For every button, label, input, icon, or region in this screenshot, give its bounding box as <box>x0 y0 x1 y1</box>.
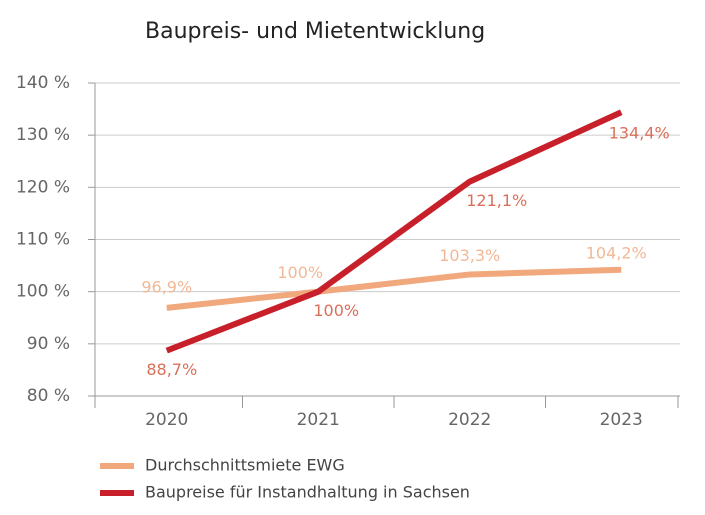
data-label: 103,3% <box>439 246 500 265</box>
data-label: 134,4% <box>609 124 670 143</box>
y-tick-label: 110 % <box>16 230 70 250</box>
y-tick-label: 130 % <box>16 125 70 145</box>
y-tick-label: 120 % <box>16 177 70 197</box>
y-tick-label: 140 % <box>16 73 70 93</box>
legend-label: Durchschnittsmiete EWG <box>145 456 345 475</box>
y-tick-label: 80 % <box>27 386 70 406</box>
x-tick-label: 2023 <box>600 410 643 430</box>
x-tick-label: 2020 <box>145 410 188 430</box>
y-tick-label: 90 % <box>27 334 70 354</box>
chart-title: Baupreis- und Mietentwicklung <box>145 19 485 44</box>
x-tick-label: 2021 <box>297 410 340 430</box>
data-label: 100% <box>313 301 359 320</box>
data-label: 121,1% <box>466 191 527 210</box>
data-label: 88,7% <box>146 360 197 379</box>
legend-label: Baupreise für Instandhaltung in Sachsen <box>145 483 470 502</box>
series-line <box>165 109 623 354</box>
x-tick-label: 2022 <box>448 410 491 430</box>
data-label: 104,2% <box>586 243 647 262</box>
data-label: 100% <box>277 263 323 282</box>
series-line <box>166 266 622 311</box>
y-tick-label: 100 % <box>16 282 70 302</box>
data-label: 96,9% <box>141 277 192 296</box>
